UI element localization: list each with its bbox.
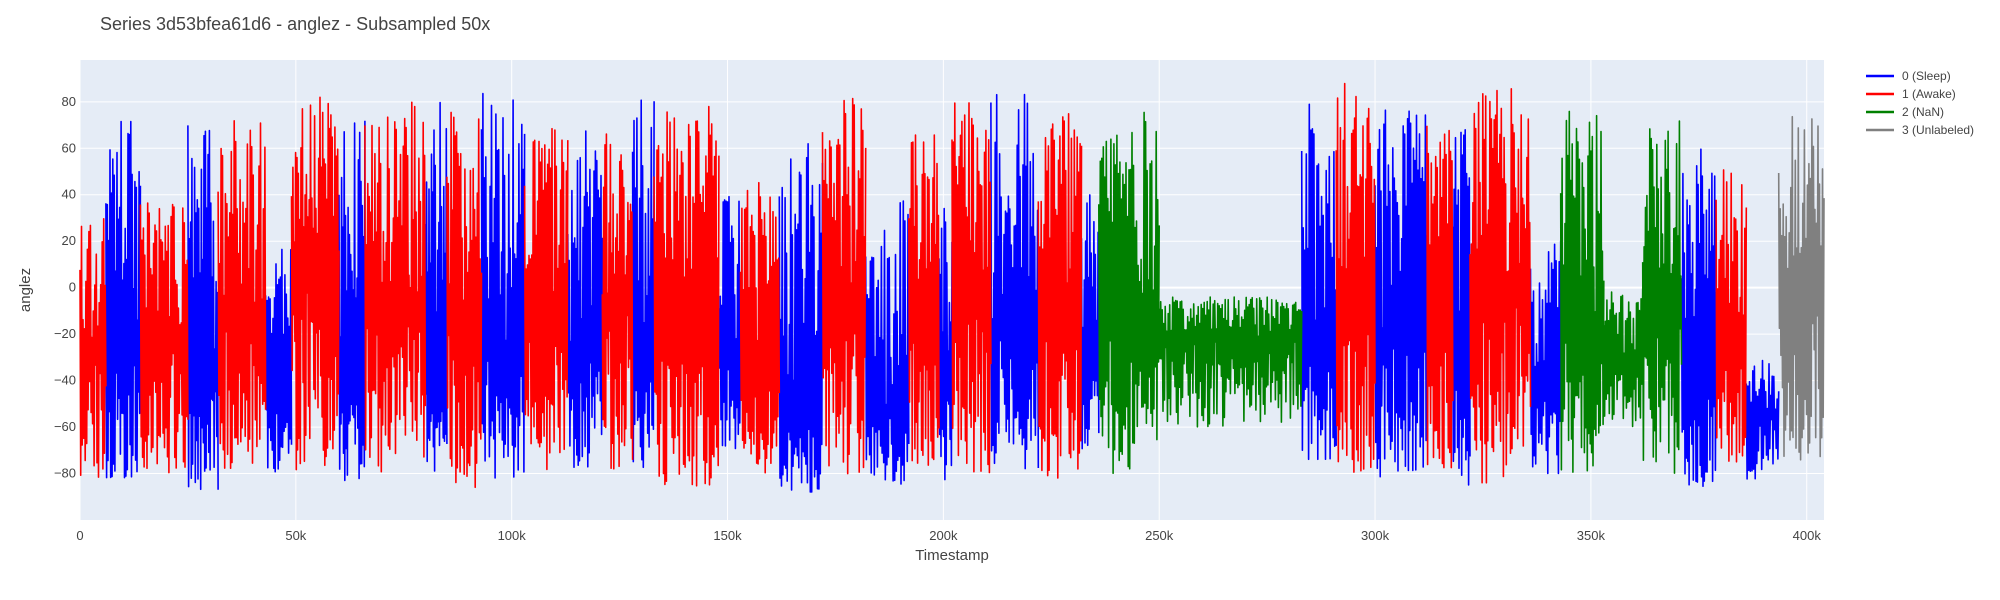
series-layer bbox=[79, 82, 1825, 493]
y-tick-label: 40 bbox=[62, 187, 76, 202]
legend-label: 0 (Sleep) bbox=[1902, 69, 1951, 83]
y-tick-label: 80 bbox=[62, 94, 76, 109]
chart-title: Series 3d53bfea61d6 - anglez - Subsample… bbox=[100, 14, 490, 34]
y-tick-label: −20 bbox=[54, 326, 76, 341]
x-axis-title: Timestamp bbox=[915, 547, 989, 564]
series-line-1[interactable] bbox=[79, 82, 1748, 489]
y-tick-label: 60 bbox=[62, 140, 76, 155]
series-line-0[interactable] bbox=[105, 92, 1780, 493]
x-tick-label: 300k bbox=[1361, 528, 1390, 543]
legend-label: 3 (Unlabeled) bbox=[1902, 123, 1974, 137]
x-axis-ticks: 0 50k 100k 150k 200k 250k 300k 350k 400k bbox=[76, 528, 1821, 543]
legend-item[interactable]: 1 (Awake) bbox=[1866, 87, 1956, 101]
legend: 0 (Sleep) 1 (Awake) 2 (NaN) 3 (Unlabeled) bbox=[1866, 69, 1974, 137]
y-tick-label: 20 bbox=[62, 233, 76, 248]
legend-label: 1 (Awake) bbox=[1902, 87, 1956, 101]
series-line-2[interactable] bbox=[1098, 110, 1683, 474]
legend-item[interactable]: 0 (Sleep) bbox=[1866, 69, 1951, 83]
y-tick-label: −40 bbox=[54, 373, 76, 388]
x-tick-label: 100k bbox=[498, 528, 527, 543]
y-axis-ticks: −80 −60 −40 −20 0 20 40 60 80 bbox=[54, 94, 76, 481]
y-tick-label: 0 bbox=[69, 280, 76, 295]
series-line-3[interactable] bbox=[1777, 115, 1825, 461]
legend-item[interactable]: 2 (NaN) bbox=[1866, 105, 1944, 119]
x-tick-label: 250k bbox=[1145, 528, 1174, 543]
y-tick-label: −60 bbox=[54, 419, 76, 434]
legend-item[interactable]: 3 (Unlabeled) bbox=[1866, 123, 1974, 137]
x-tick-label: 150k bbox=[713, 528, 742, 543]
x-tick-label: 400k bbox=[1793, 528, 1822, 543]
y-tick-label: −80 bbox=[54, 466, 76, 481]
y-axis-title: anglez bbox=[17, 268, 34, 312]
x-tick-label: 200k bbox=[929, 528, 958, 543]
x-tick-label: 0 bbox=[76, 528, 83, 543]
x-tick-label: 350k bbox=[1577, 528, 1606, 543]
legend-label: 2 (NaN) bbox=[1902, 105, 1944, 119]
x-tick-label: 50k bbox=[285, 528, 306, 543]
